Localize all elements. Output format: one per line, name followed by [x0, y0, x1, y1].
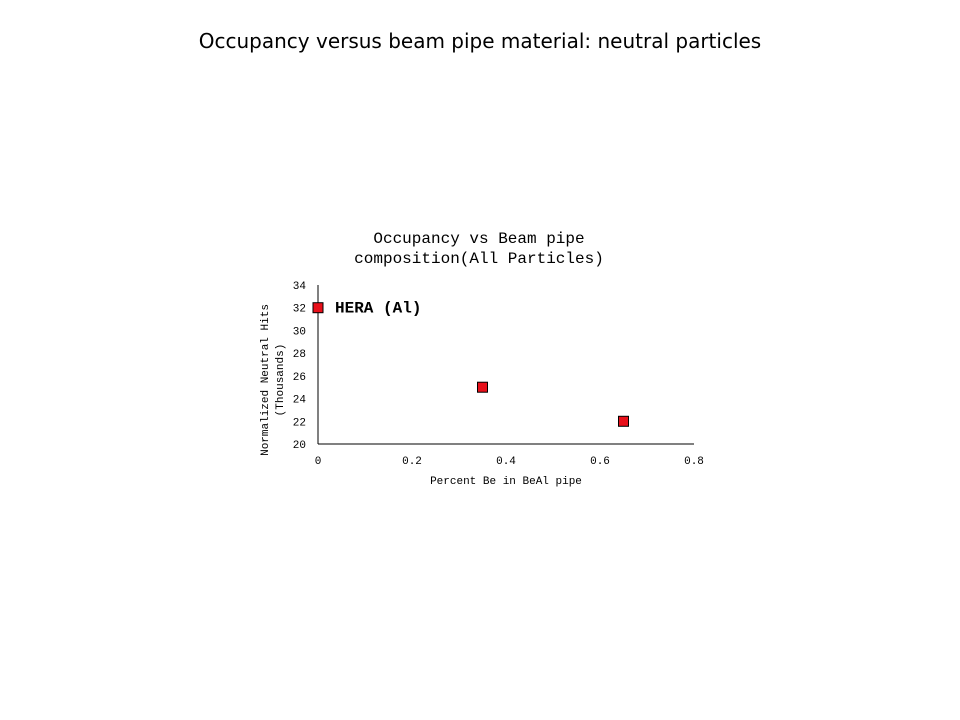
- data-points: [312, 302, 629, 427]
- data-point: [477, 381, 488, 393]
- slide-title: Occupancy versus beam pipe material: neu…: [198, 29, 762, 53]
- data-point: [618, 415, 629, 427]
- chart-title-line-1: Occupancy vs Beam pipe: [373, 230, 584, 248]
- x-tick-label: 0.4: [496, 456, 516, 468]
- y-axis-label-line-2: (Thousands): [275, 344, 287, 417]
- x-tick-label: 0.2: [402, 456, 422, 468]
- x-axis-label: Percent Be in BeAl pipe: [430, 476, 582, 488]
- x-tick-label: 0.6: [590, 456, 610, 468]
- annotations: HERA (Al): [335, 300, 421, 318]
- chart-title-line-2: composition(All Particles): [354, 250, 604, 268]
- y-axis-label-line-1: Normalized Neutral Hits: [260, 304, 272, 456]
- point-annotation: HERA (Al): [335, 300, 421, 318]
- y-tick-label: 32: [293, 304, 306, 316]
- data-point: [312, 302, 324, 314]
- y-tick-label: 20: [293, 440, 306, 452]
- x-tick-label: 0: [315, 456, 322, 468]
- y-tick-label: 22: [293, 417, 306, 429]
- y-tick-label: 26: [293, 372, 306, 384]
- y-tick-label: 34: [293, 281, 307, 293]
- x-tick-labels: 0 0.2 0.4 0.6 0.8: [315, 456, 704, 468]
- y-tick-label: 30: [293, 326, 306, 338]
- y-tick-label: 24: [293, 395, 307, 407]
- x-tick-label: 0.8: [684, 456, 704, 468]
- y-tick-labels: 20 22 24 26 28 30 32 34: [293, 281, 307, 452]
- y-tick-label: 28: [293, 349, 306, 361]
